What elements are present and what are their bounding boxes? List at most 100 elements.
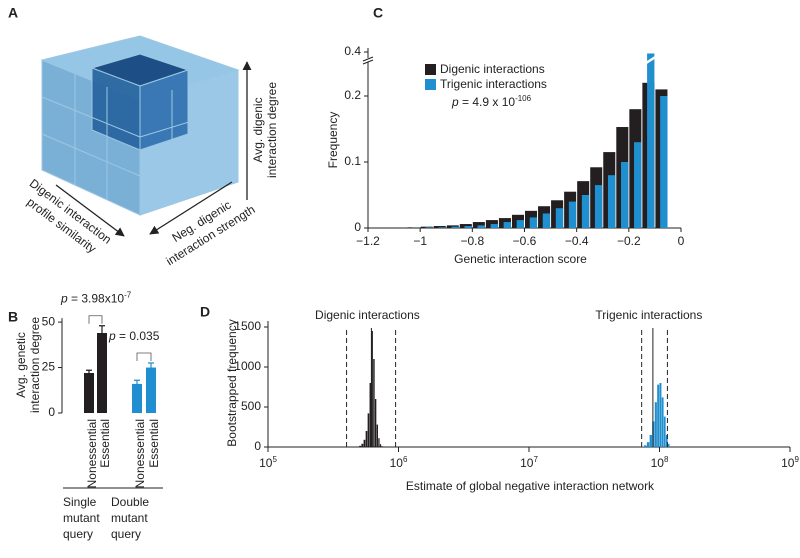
bar xyxy=(663,416,666,447)
bar xyxy=(373,359,375,447)
x-tick-label: −0.6 xyxy=(513,234,537,248)
bar xyxy=(369,383,372,447)
text-part: = 0.035 xyxy=(116,329,160,343)
bracket xyxy=(88,315,103,324)
x-tick-label: 108 xyxy=(651,455,669,471)
y-axis-label: Frequency xyxy=(326,112,340,169)
panel-label: D xyxy=(200,304,210,320)
bar xyxy=(649,435,652,447)
bar xyxy=(438,227,446,228)
text-part: = 3.98x10 xyxy=(68,292,125,306)
bar xyxy=(374,399,377,447)
legend-label: Trigenic interactions xyxy=(440,77,547,91)
bar xyxy=(433,226,446,228)
bar xyxy=(132,383,142,413)
error-bar xyxy=(134,379,140,388)
arrow xyxy=(55,184,125,237)
axis-break xyxy=(363,58,373,62)
text-part: = 4.9 x 10 xyxy=(459,95,516,109)
bar xyxy=(555,208,564,228)
x-tick-label: 0 xyxy=(678,234,685,248)
bar xyxy=(363,439,366,447)
text-part: 10 xyxy=(390,456,404,470)
bar xyxy=(667,443,670,447)
bar xyxy=(97,333,107,413)
bar xyxy=(361,443,364,447)
bar xyxy=(146,367,156,413)
group-label: mutant xyxy=(111,511,148,525)
group-label: Single xyxy=(63,495,97,509)
y-tick-label: 25 xyxy=(42,360,56,374)
annotation: p = 3.98x10-7 xyxy=(60,290,132,306)
bar xyxy=(529,217,538,228)
legend-label: Digenic interactions xyxy=(440,62,545,76)
text-part: 6 xyxy=(403,455,408,464)
x-tick-label: −0.2 xyxy=(617,234,641,248)
x-tick-label: Nonessential xyxy=(133,419,147,488)
bar xyxy=(621,162,629,228)
group-label: Double xyxy=(111,495,149,509)
bar xyxy=(659,383,662,447)
bar xyxy=(516,220,524,228)
group-label: query xyxy=(111,527,141,541)
error-bar xyxy=(148,362,154,373)
bar xyxy=(379,444,382,447)
bar xyxy=(646,442,650,447)
bar xyxy=(464,226,472,228)
x-tick-label: Essential xyxy=(147,419,161,468)
series-label: Trigenic interactions xyxy=(595,308,702,322)
x-tick-label: 107 xyxy=(520,455,538,471)
bar xyxy=(647,53,655,228)
bar xyxy=(365,431,368,447)
x-tick-label: −0.4 xyxy=(565,234,589,248)
bar xyxy=(581,195,590,228)
annotation: p = 4.9 x 10-106 xyxy=(451,94,532,110)
y-axis-label: Bootstrapped frequency xyxy=(225,319,239,446)
x-tick-label: 105 xyxy=(259,455,277,471)
bar xyxy=(84,373,94,413)
bar xyxy=(371,331,373,447)
text-part: 7 xyxy=(533,455,538,464)
panel-label: A xyxy=(8,5,18,21)
text-part: -7 xyxy=(124,290,132,299)
y-axis-label: interaction degree xyxy=(28,317,42,413)
y-tick-label: 0.2 xyxy=(344,88,361,102)
bar xyxy=(477,225,485,228)
x-tick-label: −0.8 xyxy=(460,234,484,248)
bar xyxy=(490,224,498,228)
bar xyxy=(378,438,380,447)
bar xyxy=(594,185,603,228)
axis-break xyxy=(362,56,374,62)
bar xyxy=(657,384,660,447)
bar xyxy=(542,213,551,228)
y-axis-label: Avg. genetic xyxy=(14,332,28,398)
y-tick-label: 0 xyxy=(254,439,261,453)
bar xyxy=(367,413,370,447)
annotation: p = 0.035 xyxy=(108,329,160,343)
x-axis-label: Estimate of global negative interaction … xyxy=(406,479,655,493)
y-tick-label: 50 xyxy=(42,314,56,328)
bar xyxy=(451,226,459,228)
bar xyxy=(359,445,362,447)
group-label: mutant xyxy=(63,511,100,525)
bar xyxy=(459,224,472,228)
text-part: 5 xyxy=(272,455,277,464)
series-label: Digenic interactions xyxy=(315,308,420,322)
bar xyxy=(634,142,642,228)
bar xyxy=(643,445,647,447)
y-tick-label: 0.4 xyxy=(344,44,361,58)
error-bar xyxy=(99,325,105,341)
text-part: 10 xyxy=(781,456,795,470)
panel-label: C xyxy=(373,5,383,21)
text-part: p xyxy=(451,95,459,109)
error-bar xyxy=(86,369,92,376)
x-tick-label: 109 xyxy=(781,455,799,471)
bar xyxy=(425,227,433,228)
bar xyxy=(381,446,383,447)
text-part: p xyxy=(60,292,68,306)
x-tick-label: 106 xyxy=(390,455,408,471)
text-part: 10 xyxy=(651,456,665,470)
bar xyxy=(376,424,378,447)
bar xyxy=(661,397,664,447)
bar xyxy=(654,402,657,447)
